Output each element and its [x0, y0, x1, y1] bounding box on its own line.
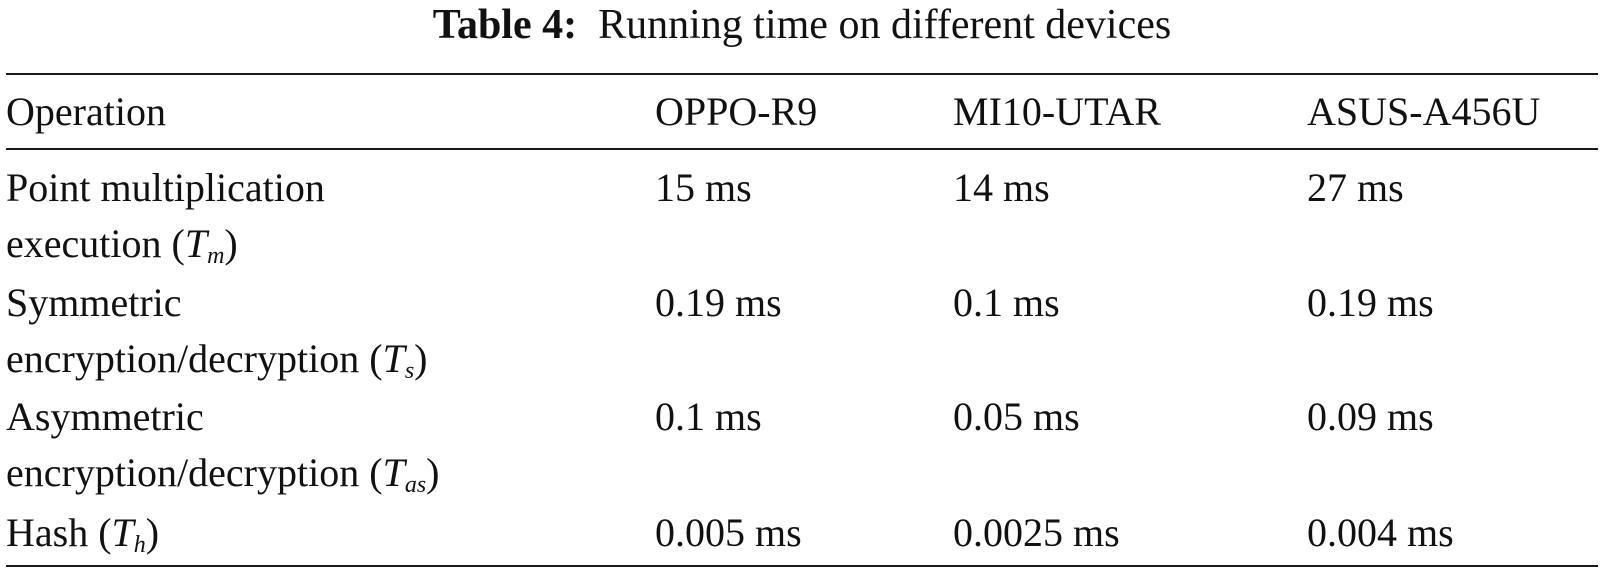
- operation-line2: execution (Tm): [6, 221, 238, 269]
- value-cell: 0.19 ms: [655, 280, 782, 325]
- value-cell: 0.1 ms: [953, 280, 1060, 325]
- operation-line2: encryption/decryption (Tas): [6, 450, 440, 498]
- value-cell: 0.004 ms: [1307, 510, 1454, 555]
- value-cell: 0.1 ms: [655, 394, 762, 439]
- symbol: Tas: [382, 450, 427, 498]
- header-rule: [6, 148, 1598, 150]
- header-oppo-r9: OPPO-R9: [655, 89, 818, 134]
- operation-line1: Point multiplication: [6, 165, 325, 210]
- symbol: Th: [111, 510, 146, 558]
- table-caption: Table 4: Running time on different devic…: [0, 0, 1604, 48]
- top-rule: [6, 73, 1598, 75]
- caption-label: Table 4:: [432, 2, 578, 48]
- caption-text: Running time on different devices: [598, 2, 1172, 48]
- header-asus-a456u: ASUS-A456U: [1307, 89, 1541, 134]
- operation-line1: Hash: [6, 510, 89, 555]
- operation-line1: Symmetric: [6, 280, 182, 325]
- operation-hash: Hash (Th): [6, 510, 160, 558]
- operation-point-multiplication: Point multiplication execution (Tm): [6, 160, 325, 272]
- value-cell: 0.005 ms: [655, 510, 802, 555]
- bottom-rule: [6, 565, 1598, 567]
- value-cell: 27 ms: [1307, 165, 1404, 210]
- value-cell: 15 ms: [655, 165, 752, 210]
- value-cell: 0.0025 ms: [953, 510, 1120, 555]
- header-mi10-utar: MI10-UTAR: [953, 89, 1161, 134]
- value-cell: 0.19 ms: [1307, 280, 1434, 325]
- operation-symmetric-encryption: Symmetric encryption/decryption (Ts): [6, 275, 427, 387]
- symbol: Tm: [184, 221, 225, 269]
- operation-asymmetric-encryption: Asymmetric encryption/decryption (Tas): [6, 389, 439, 501]
- symbol: Ts: [382, 336, 415, 384]
- value-cell: 0.09 ms: [1307, 394, 1434, 439]
- value-cell: 0.05 ms: [953, 394, 1080, 439]
- operation-line1: Asymmetric: [6, 394, 204, 439]
- operation-line2: encryption/decryption (Ts): [6, 336, 428, 384]
- value-cell: 14 ms: [953, 165, 1050, 210]
- header-operation: Operation: [6, 89, 166, 134]
